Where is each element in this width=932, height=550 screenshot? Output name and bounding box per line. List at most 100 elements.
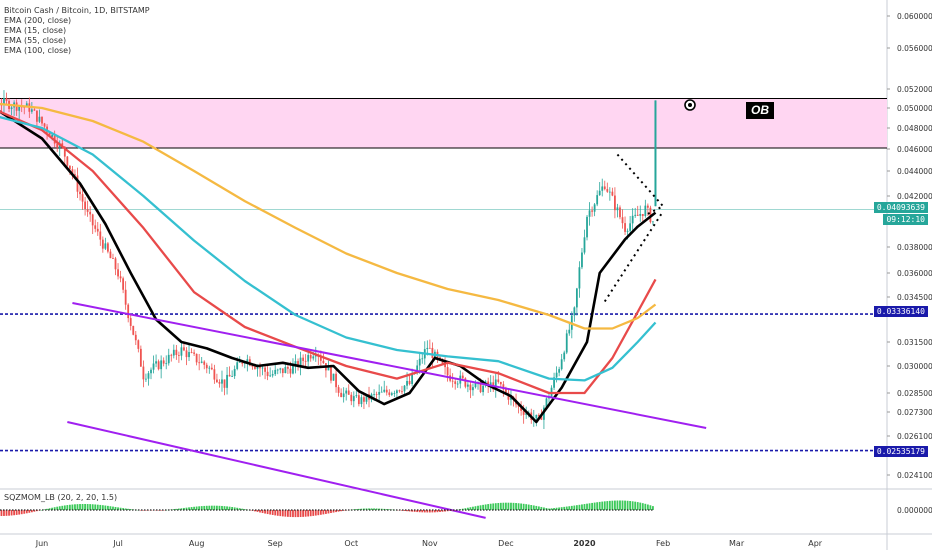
- candle-body: [216, 379, 218, 383]
- legend-ema-55[interactable]: EMA (55, close): [4, 36, 67, 45]
- candle-body: [198, 362, 201, 364]
- candle-body: [385, 389, 388, 393]
- price-tick-label: 0.03600000: [897, 269, 932, 278]
- candle-body: [264, 367, 266, 372]
- candle-body: [652, 221, 654, 223]
- osc-bar: [81, 503, 84, 510]
- osc-bar: [213, 505, 216, 510]
- osc-bar: [390, 509, 393, 511]
- osc-bar: [570, 505, 573, 510]
- time-tick-label: Oct: [344, 539, 358, 548]
- candle-body: [603, 186, 606, 190]
- time-tick-label: Mar: [729, 539, 745, 548]
- osc-bar: [261, 510, 264, 514]
- candle-body: [152, 363, 155, 370]
- osc-bar: [568, 506, 571, 510]
- osc-bar: [365, 508, 368, 510]
- osc-bar: [325, 510, 327, 514]
- osc-bar: [388, 509, 391, 510]
- price-tick-label: 0.02850000: [897, 389, 932, 398]
- osc-zero-label: 0.00000000: [897, 506, 932, 515]
- candle-body: [157, 361, 160, 370]
- osc-bar: [426, 510, 429, 513]
- candle-body: [454, 381, 457, 384]
- candle-body: [139, 348, 142, 367]
- candle-body: [185, 350, 188, 358]
- osc-bar: [596, 502, 599, 510]
- candle-body: [221, 379, 223, 384]
- candle-body: [378, 391, 381, 395]
- legend-ema-100[interactable]: EMA (100, close): [4, 46, 72, 55]
- osc-bar: [302, 510, 305, 517]
- osc-bar: [631, 501, 634, 510]
- candle-body: [396, 390, 398, 394]
- osc-bar: [558, 507, 561, 510]
- legend-ema-15[interactable]: EMA (15, close): [4, 26, 67, 35]
- candle-body: [322, 360, 325, 364]
- osc-bar: [5, 510, 8, 516]
- osc-bar: [548, 508, 550, 510]
- oscillator-legend[interactable]: SQZMOM_LB (20, 2, 20, 1.5): [4, 493, 118, 502]
- candle-body: [71, 169, 74, 175]
- osc-bar: [378, 508, 381, 510]
- candle-body: [537, 414, 540, 417]
- candle-body: [122, 278, 125, 290]
- candle-body: [398, 390, 401, 392]
- osc-bar: [53, 507, 56, 510]
- osc-bar: [236, 507, 239, 510]
- osc-bar: [56, 506, 59, 510]
- osc-bar: [284, 510, 287, 517]
- osc-bar: [0, 510, 3, 517]
- candle-body: [520, 406, 523, 411]
- osc-bar: [294, 510, 297, 518]
- candle-body: [117, 269, 119, 277]
- candle-body: [525, 413, 528, 415]
- candle-body: [646, 205, 649, 208]
- candle-body: [30, 109, 33, 112]
- osc-bar: [84, 503, 86, 510]
- osc-bar: [226, 506, 228, 510]
- osc-bar: [477, 505, 479, 510]
- osc-bar: [99, 504, 102, 510]
- osc-bar: [560, 507, 563, 510]
- osc-bar: [274, 510, 277, 516]
- candle-body: [411, 373, 414, 384]
- osc-bar: [266, 510, 269, 515]
- osc-bar: [124, 508, 127, 510]
- eye-icon-pupil: [688, 103, 692, 107]
- osc-bar: [428, 510, 431, 513]
- candle-body: [499, 381, 502, 385]
- price-tick-label: 0.02730000: [897, 408, 932, 417]
- channel-lower-line: [67, 421, 486, 519]
- time-tick-label: Aug: [189, 539, 205, 548]
- candle-body: [223, 379, 226, 388]
- candle-body: [81, 194, 84, 202]
- osc-bar: [145, 510, 147, 511]
- osc-bar: [537, 506, 540, 510]
- osc-bar: [649, 505, 652, 510]
- candle-body: [142, 366, 145, 380]
- legend-ema-200[interactable]: EMA (200, close): [4, 16, 72, 25]
- channel-upper-line: [72, 302, 707, 429]
- osc-bar: [76, 504, 79, 510]
- osc-bar: [598, 501, 601, 510]
- osc-bar: [205, 505, 208, 510]
- candle-body: [91, 214, 94, 226]
- osc-bar: [89, 504, 92, 510]
- osc-bar: [616, 500, 619, 510]
- osc-bar: [461, 508, 464, 510]
- osc-bar: [20, 510, 23, 515]
- osc-bar: [573, 505, 576, 510]
- candle-body: [177, 354, 180, 356]
- osc-bar: [185, 507, 188, 510]
- candle-body: [502, 384, 505, 390]
- candle-body: [205, 364, 208, 369]
- candle-body: [327, 366, 330, 371]
- osc-bar: [157, 510, 160, 511]
- osc-bar: [646, 504, 649, 510]
- osc-bar: [139, 510, 142, 511]
- osc-bar: [203, 505, 206, 510]
- candle-body: [456, 383, 459, 385]
- candle-body: [304, 360, 307, 362]
